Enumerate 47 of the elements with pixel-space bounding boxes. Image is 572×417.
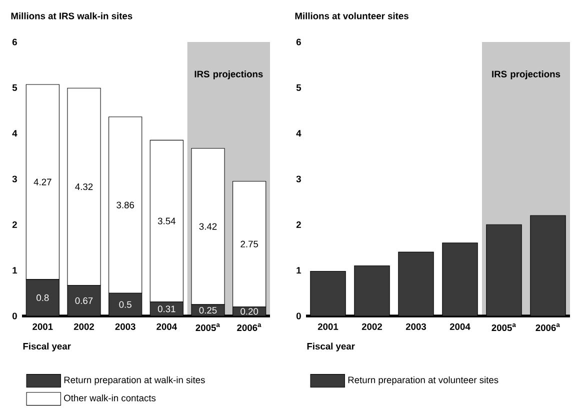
x-tick-label: 2006$^{a}$ xyxy=(536,323,560,332)
x-axis-title: Fiscal year xyxy=(307,342,355,352)
x-tick-label: 2003 xyxy=(406,323,426,330)
x-tick-label: 2001 xyxy=(32,323,53,330)
x-tick-label: 2006$^{a}$ xyxy=(237,323,262,332)
y-tick-label: 5 xyxy=(12,84,18,91)
y-tick-label: 1 xyxy=(296,267,302,274)
data-label: 3.42 xyxy=(199,223,217,230)
y-axis-title: Millions at volunteer sites xyxy=(295,12,408,20)
x-tick-label: 2002 xyxy=(362,323,382,330)
band-label: IRS projections xyxy=(194,70,263,80)
x-tick-label: 2002 xyxy=(74,323,94,330)
data-label: 4.32 xyxy=(75,183,93,190)
data-label: 0.5 xyxy=(119,301,132,308)
band-label: IRS projections xyxy=(492,70,560,80)
y-tick-label: 2 xyxy=(12,221,17,228)
data-label: 3.54 xyxy=(158,218,176,224)
legend-label: Return preparation at walk-in sites xyxy=(64,376,205,386)
y-tick-label: 5 xyxy=(296,84,302,91)
legend-label: Return preparation at volunteer sites xyxy=(348,376,498,386)
x-tick-label: 2004 xyxy=(156,323,177,330)
y-tick-label: 0 xyxy=(12,312,17,320)
data-label: 0.31 xyxy=(158,306,176,312)
data-label: 3.86 xyxy=(116,202,134,208)
x-axis-title: Fiscal year xyxy=(23,342,71,352)
y-axis-title: Millions at IRS walk-in sites xyxy=(11,12,132,20)
y-tick-label: 3 xyxy=(296,176,301,182)
legend-label: Other walk-in contacts xyxy=(64,394,156,402)
data-label: 4.27 xyxy=(34,178,52,186)
x-tick-label: 2004 xyxy=(450,323,470,330)
y-tick-label: 1 xyxy=(12,267,18,274)
y-tick-label: 4 xyxy=(296,130,302,137)
y-tick-label: 4 xyxy=(12,130,18,137)
x-tick-label: 2001 xyxy=(318,323,338,330)
data-label: 0.67 xyxy=(75,297,93,304)
x-tick-label: 2005$^{a}$ xyxy=(196,323,220,332)
data-label: 0.8 xyxy=(36,294,49,302)
y-tick-label: 3 xyxy=(12,176,17,182)
x-tick-label: 2005$^{a}$ xyxy=(492,323,516,332)
y-tick-label: 6 xyxy=(296,38,301,46)
y-tick-label: 2 xyxy=(296,221,301,228)
y-tick-label: 6 xyxy=(12,38,17,46)
x-tick-label: 2003 xyxy=(115,323,136,330)
data-label: 2.75 xyxy=(240,240,258,248)
data-label: 0.25 xyxy=(199,306,217,314)
data-label: 0.20 xyxy=(240,308,258,315)
y-tick-label: 0 xyxy=(296,312,301,320)
